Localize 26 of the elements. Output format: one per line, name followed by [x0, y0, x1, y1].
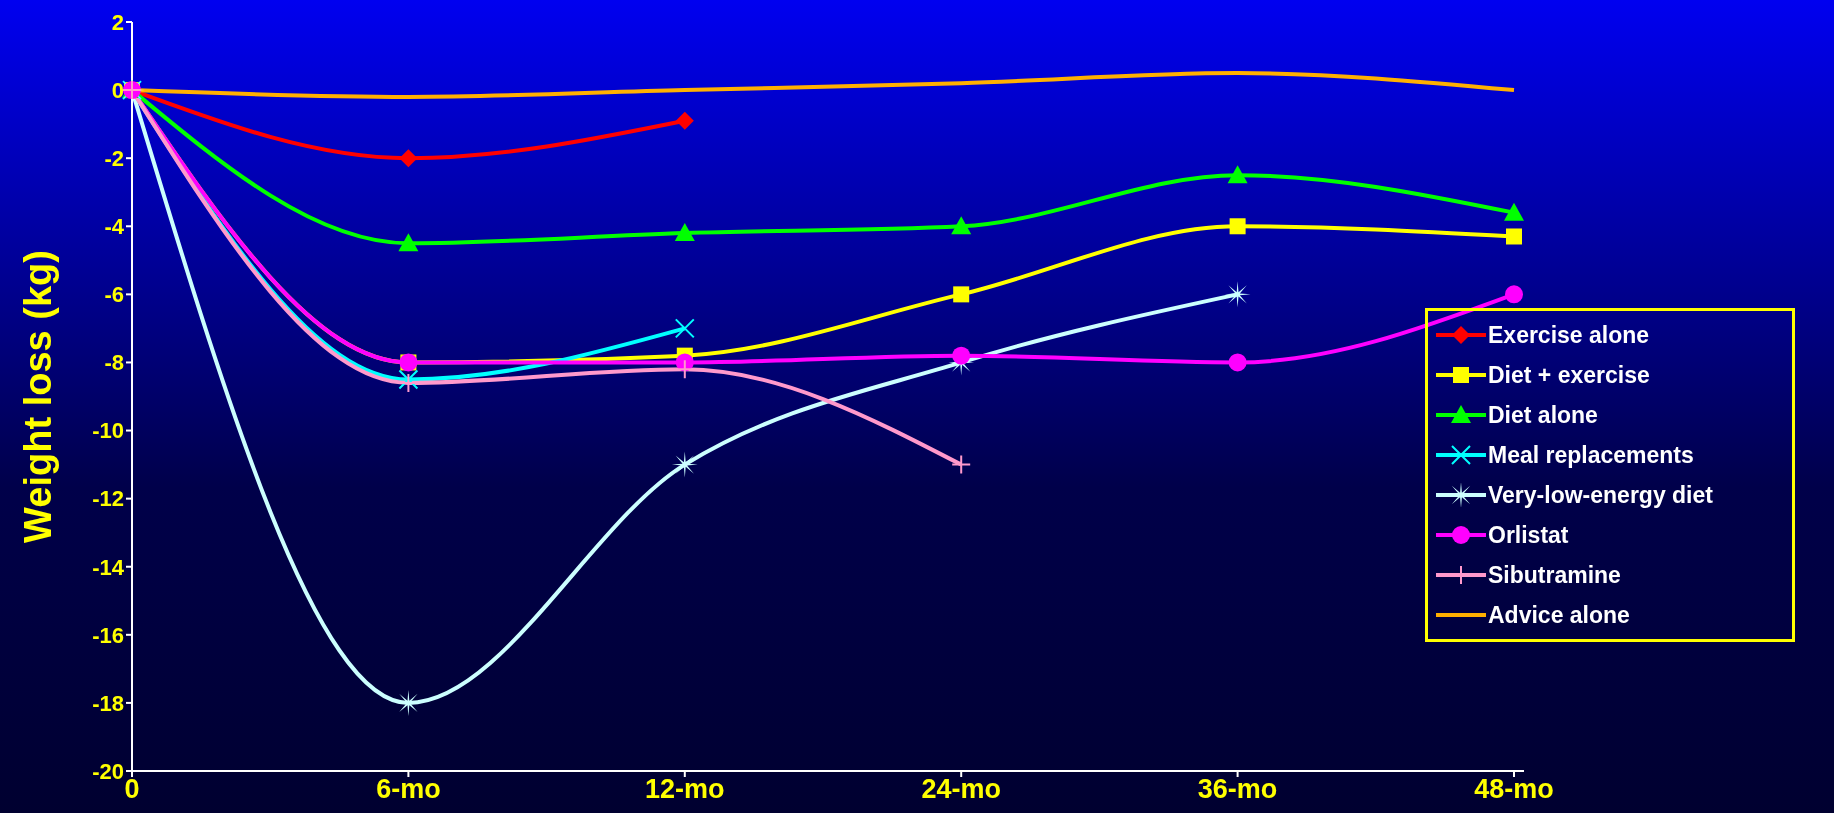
- y-tick-label: -8: [104, 350, 124, 376]
- x-tick-label: 6-mo: [376, 774, 441, 805]
- y-tick-label: 2: [111, 9, 124, 35]
- y-tick-label: -18: [92, 690, 124, 716]
- y-tick-label: -10: [92, 418, 124, 444]
- x-tick-label: 24-mo: [921, 774, 1001, 805]
- y-axis-title: Weight loss (kg): [17, 250, 60, 543]
- legend-label: Meal replacements: [1488, 441, 1694, 469]
- y-tick-label: 0: [111, 77, 124, 103]
- y-tick-label: -16: [92, 622, 124, 648]
- y-tick-label: -12: [92, 486, 124, 512]
- legend-label: Diet + exercise: [1488, 361, 1650, 389]
- legend-label: Advice alone: [1488, 601, 1630, 629]
- legend-label: Orlistat: [1488, 521, 1569, 549]
- y-tick-label: -20: [92, 758, 124, 784]
- legend-label: Diet alone: [1488, 401, 1598, 429]
- y-tick-label: -6: [104, 282, 124, 308]
- x-tick-label: 12-mo: [645, 774, 725, 805]
- y-tick-label: -14: [92, 554, 125, 580]
- legend-label: Very-low-energy diet: [1488, 481, 1713, 509]
- legend-label: Exercise alone: [1488, 321, 1650, 349]
- legend-label: Sibutramine: [1488, 561, 1621, 589]
- y-tick-label: -4: [104, 214, 125, 240]
- y-tick-label: -2: [104, 145, 124, 171]
- x-tick-label: 36-mo: [1197, 774, 1278, 805]
- x-tick-label: 48-mo: [1474, 774, 1554, 805]
